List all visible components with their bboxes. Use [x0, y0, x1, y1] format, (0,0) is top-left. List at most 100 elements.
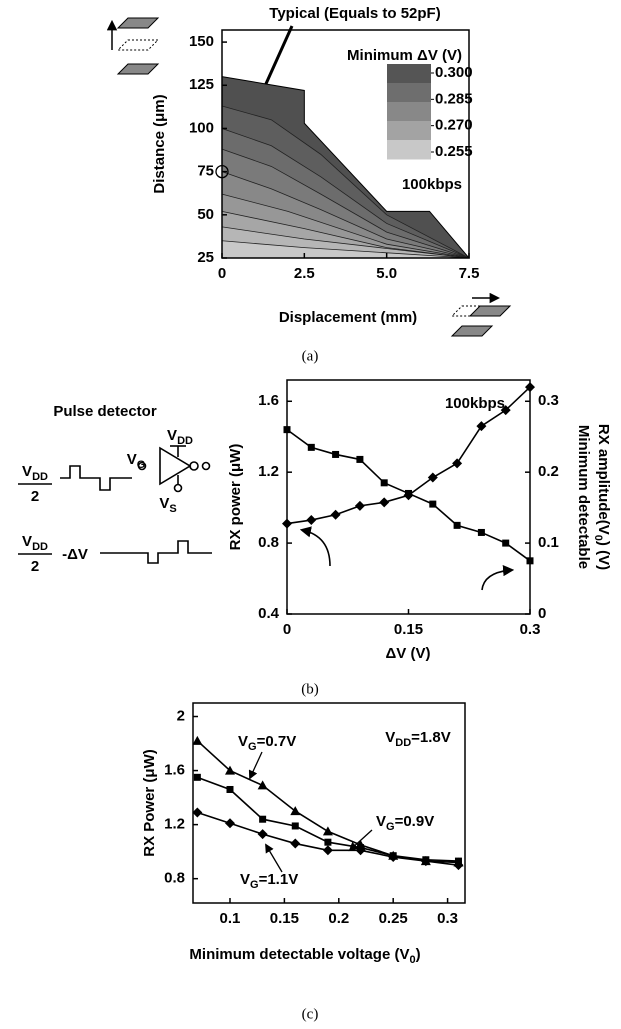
- y-tick-label: 1.6: [258, 392, 279, 409]
- colorbar-swatch: [387, 64, 431, 84]
- diamond-marker: [427, 472, 438, 483]
- y-tick-label: 2: [177, 707, 185, 724]
- diagram-title: Pulse detector: [53, 403, 157, 420]
- y-axis-label: Distance (μm): [151, 94, 168, 193]
- y2-tick-label: 0.1: [538, 534, 559, 551]
- plate-icon-lateral: [450, 292, 512, 337]
- x-axis-label-part: Minimum detectable voltage (V: [189, 946, 409, 963]
- diamond-marker: [476, 421, 487, 432]
- series-label-part: G: [386, 821, 395, 833]
- diagram-label-part: G: [137, 459, 146, 471]
- diagram-label-part: V: [167, 427, 177, 444]
- y-tick-label: 1.2: [258, 463, 279, 480]
- y-axis-label: RX power (μW): [227, 444, 244, 551]
- diagram-label: 2: [31, 558, 39, 575]
- y-tick-label: 1.6: [164, 762, 185, 779]
- y-tick-label: 50: [197, 206, 214, 223]
- diagram-label: VDD: [167, 427, 193, 447]
- diamond-marker: [379, 497, 390, 508]
- square-marker: [429, 500, 437, 508]
- annotation: Typical (Equals to 52pF): [269, 5, 440, 22]
- x-axis-label: Minimum detectable voltage (V0): [189, 946, 420, 966]
- series-label: VG=0.7V: [238, 733, 296, 753]
- data-rate-note: 100kbps: [402, 176, 462, 193]
- diamond-marker: [192, 807, 203, 818]
- annotation-part: =1.8V: [411, 729, 451, 746]
- pulse-detector-schematic: [18, 445, 212, 564]
- y2-tick-label: 0.2: [538, 463, 559, 480]
- y-tick-label: 150: [189, 33, 214, 50]
- colorbar-swatch: [387, 121, 431, 141]
- series-label: VG=0.9V: [376, 813, 434, 833]
- y2-axis-label-part: RX amplitude(V: [595, 424, 612, 535]
- diagram-label: 2: [31, 488, 39, 505]
- y2-tick-label: 0: [538, 605, 546, 622]
- triangle-marker: [192, 735, 203, 745]
- axis-pointer-left: [299, 526, 331, 567]
- x-tick-label: 2.5: [294, 265, 315, 282]
- series-label-part: =0.7V: [257, 733, 297, 750]
- diagram-label-part: DD: [32, 471, 48, 483]
- series-label-part: V: [376, 813, 386, 830]
- square-marker: [502, 539, 510, 547]
- annotation-part: DD: [395, 737, 411, 749]
- x-tick-label: 5.0: [376, 265, 397, 282]
- diagram-label-part: DD: [32, 541, 48, 553]
- y2-axis-label-part: 0: [592, 535, 604, 541]
- diagram-label-part: V: [22, 533, 32, 550]
- y2-axis-label-part: ) (V): [595, 541, 612, 570]
- colorbar-title: Minimum ΔV (V): [347, 47, 462, 64]
- colorbar-tick-label: 0.255: [435, 143, 473, 160]
- square-marker: [526, 557, 534, 565]
- colorbar-tick-label: 0.300: [435, 64, 473, 81]
- y-tick-label: 25: [197, 249, 214, 266]
- square-marker: [283, 426, 291, 434]
- diagram-label-part: S: [169, 503, 176, 515]
- square-marker: [307, 443, 315, 451]
- series-label-part: V: [238, 733, 248, 750]
- y-tick-label: 125: [189, 76, 214, 93]
- label-arrow: [248, 751, 263, 780]
- diamond-marker: [500, 405, 511, 416]
- diagram-label-part: V: [127, 451, 137, 468]
- colorbar-tick-label: 0.270: [435, 117, 473, 134]
- triangle-marker: [257, 780, 268, 790]
- square-marker: [380, 479, 388, 487]
- diagram-label: -ΔV: [62, 546, 88, 563]
- x-axis-label: ΔV (V): [386, 645, 431, 662]
- x-tick-label: 0: [218, 265, 226, 282]
- y-tick-label: 0.4: [258, 605, 280, 622]
- square-marker: [477, 528, 485, 536]
- plot-frame: [221, 29, 470, 259]
- diamond-marker: [354, 500, 365, 511]
- y-tick-label: 0.8: [164, 870, 185, 887]
- diamond-marker: [388, 852, 399, 863]
- data-rate-note: 100kbps: [445, 395, 505, 412]
- diagram-label: VDD: [22, 533, 48, 553]
- colorbar-tick-label: 0.285: [435, 90, 473, 107]
- x-axis-label-part: ): [416, 946, 421, 963]
- colorbar-swatch: [387, 140, 431, 160]
- diagram-label: VS: [159, 495, 176, 515]
- axis-pointer-right: [481, 565, 515, 591]
- colorbar-swatch: [387, 102, 431, 122]
- x-tick-label: 0.1: [220, 910, 241, 927]
- diamond-marker: [224, 818, 235, 829]
- series-label-part: =1.1V: [259, 871, 299, 888]
- square-marker: [453, 521, 461, 529]
- y2-axis-label: Minimum detectable: [575, 425, 592, 569]
- square-marker: [356, 455, 364, 463]
- x-axis-label: Displacement (mm): [279, 309, 417, 326]
- diagram-label-part: V: [159, 495, 169, 512]
- y-tick-label: 100: [189, 119, 214, 136]
- caption: (a): [302, 348, 319, 364]
- x-tick-label: 0.3: [437, 910, 458, 927]
- series-label: VG=1.1V: [240, 871, 298, 891]
- diamond-marker: [306, 515, 317, 526]
- series-label-part: V: [240, 871, 250, 888]
- series-label-part: =0.9V: [395, 813, 435, 830]
- diamond-marker: [420, 856, 431, 867]
- annotation: VDD=1.8V: [385, 729, 451, 749]
- diamond-marker: [290, 838, 301, 849]
